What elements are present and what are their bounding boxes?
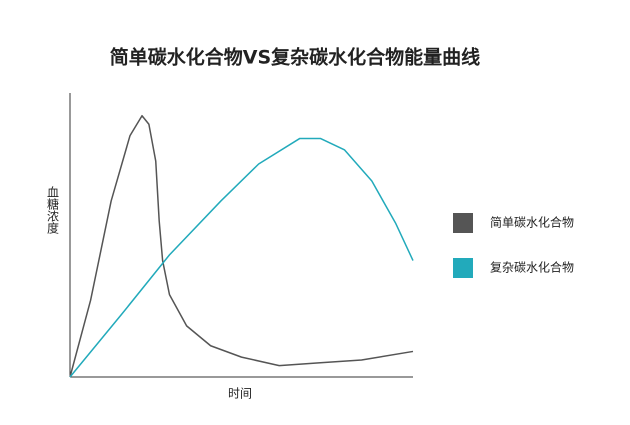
y-axis-label: 血糖浓度 [46, 186, 60, 234]
x-axis-label: 时间 [228, 387, 252, 401]
legend-swatch [453, 258, 473, 278]
legend-label: 简单碳水化合物 [490, 215, 574, 230]
series-line [69, 137, 414, 378]
legend-swatch [453, 213, 473, 233]
series-line [69, 114, 414, 378]
legend-label: 复杂碳水化合物 [490, 260, 574, 275]
chart-title: 简单碳水化合物VS复杂碳水化合物能量曲线 [110, 46, 480, 69]
